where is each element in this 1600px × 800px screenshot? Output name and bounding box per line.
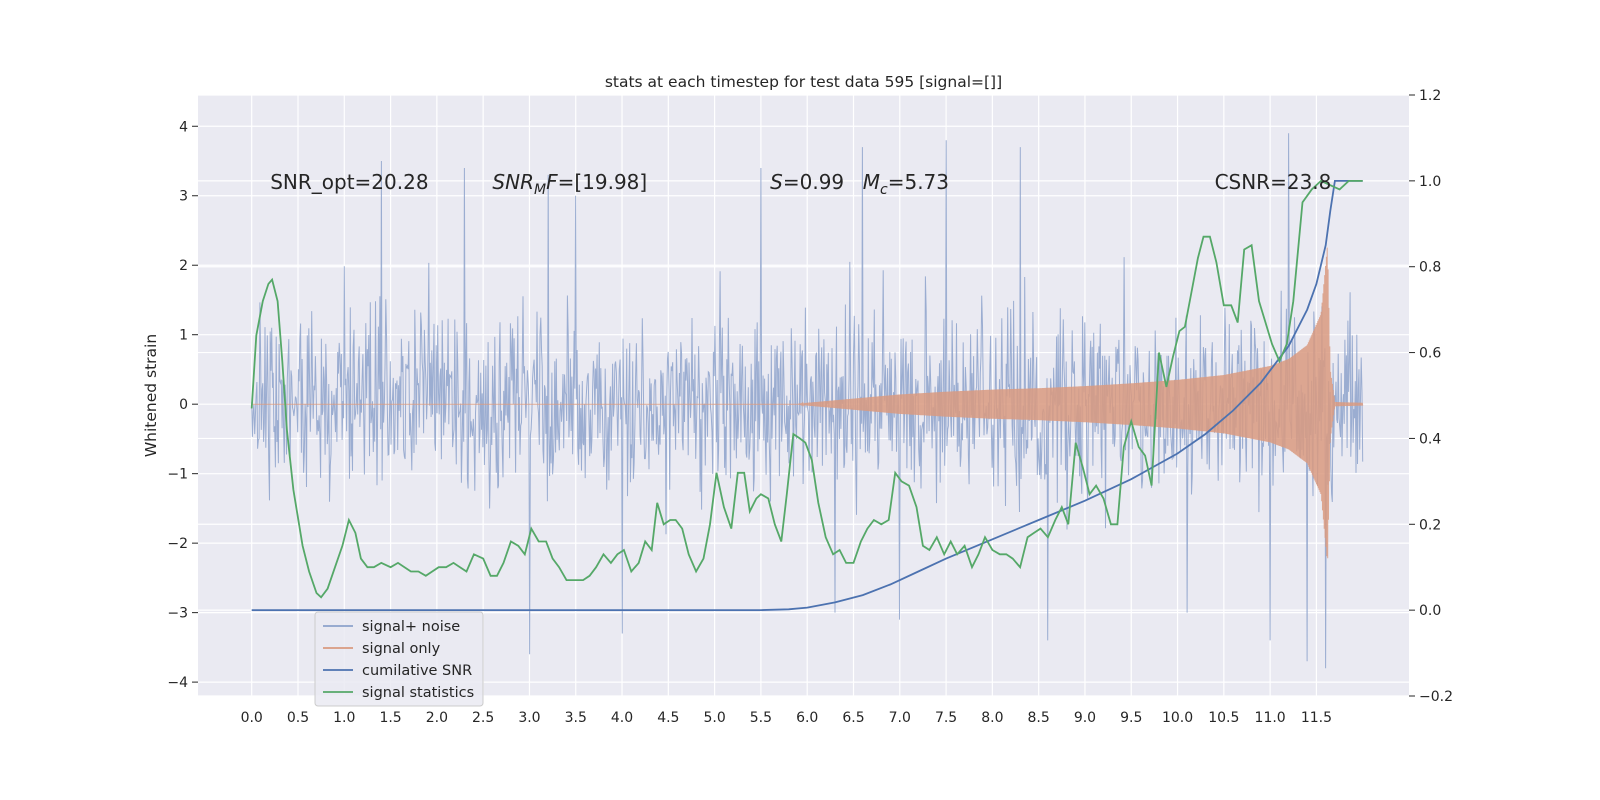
y-right-tick-label: −0.2: [1419, 689, 1453, 705]
y-tick-label: 3: [179, 189, 188, 205]
y-right-tick-label: 0.4: [1419, 431, 1441, 447]
x-tick-label: 5.0: [703, 710, 725, 726]
legend-box: [314, 611, 484, 707]
annotation-snr_mf: SNRMF=[19.98]: [492, 170, 647, 198]
x-tick-label: 8.5: [1028, 710, 1050, 726]
annotations: SNR_opt=20.28 SNRMF=[19.98] S=0.99 Mc=5.73 C…: [270, 170, 1331, 198]
y-right-tick-label: 0.0: [1419, 603, 1441, 619]
y-tick-label: 1: [179, 328, 188, 344]
y-right-tick-label: 0.8: [1419, 260, 1441, 276]
x-tick-label: 7.5: [935, 710, 957, 726]
y-tick-label: 0: [179, 397, 188, 413]
x-tick-label: 11.0: [1255, 710, 1286, 726]
x-tick-label: 3.0: [518, 710, 540, 726]
legend-label: signal+ noise: [362, 619, 460, 635]
x-tick-label: 0.0: [241, 710, 263, 726]
y-right-tick-label: 1.0: [1419, 174, 1441, 190]
y-right-tick-label: 0.2: [1419, 517, 1441, 533]
legend: signal+ noise signal only cumilative SNR si…: [314, 611, 484, 707]
axis-ticks: 0.0 0.5 1.0 1.5 2.0 2.5 3.0 3.5 4.0 4.5 5.0 5.5 6.0 6…: [167, 88, 1453, 726]
x-tick-label: 6.5: [842, 710, 864, 726]
y-right-tick-label: 0.6: [1419, 346, 1441, 362]
legend-label: signal only: [362, 641, 441, 657]
x-tick-label: 2.5: [472, 710, 494, 726]
x-tick-label: 7.0: [889, 710, 911, 726]
x-tick-label: 10.0: [1162, 710, 1193, 726]
x-tick-label: 10.5: [1208, 710, 1239, 726]
data-layer: [250, 133, 1364, 669]
annotation-s: S=0.99: [770, 170, 844, 194]
x-tick-label: 5.5: [750, 710, 772, 726]
y-tick-label: −2: [167, 536, 188, 552]
x-tick-label: 3.5: [565, 710, 587, 726]
x-tick-label: 2.0: [426, 710, 448, 726]
x-tick-label: 0.5: [287, 710, 309, 726]
legend-label: signal statistics: [362, 685, 474, 701]
legend-label: cumilative SNR: [362, 663, 472, 679]
chart-title: stats at each timestep for test data 595…: [605, 73, 1002, 91]
x-tick-label: 4.5: [657, 710, 679, 726]
x-tick-label: 9.0: [1074, 710, 1096, 726]
x-tick-label: 1.5: [379, 710, 401, 726]
grid: [198, 94, 1409, 697]
x-tick-label: 1.0: [333, 710, 355, 726]
annotation-mc: Mc=5.73: [863, 170, 949, 198]
y-tick-label: −4: [167, 675, 188, 691]
x-tick-label: 4.0: [611, 710, 633, 726]
y-tick-label: 4: [179, 119, 188, 135]
series-cumilative-snr: [251, 180, 1363, 611]
series-signal-statistics: [250, 179, 1363, 599]
y-tick-label: −3: [167, 606, 188, 622]
x-tick-label: 8.0: [981, 710, 1003, 726]
y-axis-label: Whitened strain: [142, 334, 160, 457]
y-tick-label: −1: [167, 467, 188, 483]
x-tick-label: 9.5: [1120, 710, 1142, 726]
annotation-snr_opt: SNR_opt=20.28: [270, 170, 428, 194]
x-tick-label: 11.5: [1301, 710, 1332, 726]
annotation-csnr: CSNR=23.8: [1215, 170, 1332, 194]
x-tick-label: 6.0: [796, 710, 818, 726]
series-signal-only: [251, 247, 1364, 559]
y-right-tick-label: 1.2: [1419, 88, 1441, 104]
y-tick-label: 2: [179, 258, 188, 274]
